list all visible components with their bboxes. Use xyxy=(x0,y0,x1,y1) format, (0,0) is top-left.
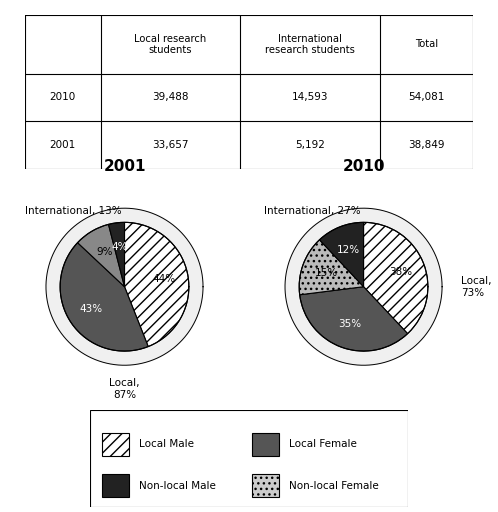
Wedge shape xyxy=(364,222,428,334)
Text: Local research
students: Local research students xyxy=(134,34,207,55)
FancyBboxPatch shape xyxy=(103,474,129,497)
Text: 44%: 44% xyxy=(152,274,175,284)
Text: 43%: 43% xyxy=(80,304,103,314)
Text: 33,657: 33,657 xyxy=(152,140,189,150)
Text: 2001: 2001 xyxy=(50,140,76,150)
Text: 4%: 4% xyxy=(111,242,128,252)
Text: 39,488: 39,488 xyxy=(152,93,189,102)
Text: Non-local Male: Non-local Male xyxy=(139,481,216,490)
Text: International, 27%: International, 27% xyxy=(264,206,361,216)
Polygon shape xyxy=(46,208,203,365)
Title: 2010: 2010 xyxy=(342,159,385,174)
Text: 38,849: 38,849 xyxy=(408,140,445,150)
Text: 2010: 2010 xyxy=(50,93,76,102)
Text: Local,
73%: Local, 73% xyxy=(461,276,492,297)
Text: Non-local Female: Non-local Female xyxy=(289,481,378,490)
Wedge shape xyxy=(299,240,364,295)
Text: Local,
87%: Local, 87% xyxy=(109,378,140,400)
Text: 14,593: 14,593 xyxy=(292,93,328,102)
Title: 2001: 2001 xyxy=(103,159,146,174)
Text: 5,192: 5,192 xyxy=(295,140,325,150)
Wedge shape xyxy=(320,222,364,287)
Wedge shape xyxy=(78,224,124,287)
Wedge shape xyxy=(109,222,124,287)
Text: Total: Total xyxy=(415,39,438,50)
FancyBboxPatch shape xyxy=(103,433,129,456)
Text: 35%: 35% xyxy=(339,319,362,329)
Wedge shape xyxy=(300,287,407,351)
Text: International
research students: International research students xyxy=(265,34,355,55)
Wedge shape xyxy=(124,222,189,347)
FancyBboxPatch shape xyxy=(252,474,279,497)
FancyBboxPatch shape xyxy=(90,410,408,507)
Text: 54,081: 54,081 xyxy=(408,93,445,102)
Text: Local Female: Local Female xyxy=(289,439,357,450)
FancyBboxPatch shape xyxy=(252,433,279,456)
Text: 15%: 15% xyxy=(314,268,338,278)
Text: Local Male: Local Male xyxy=(139,439,194,450)
Text: 38%: 38% xyxy=(389,267,412,277)
Polygon shape xyxy=(285,208,442,365)
Text: 12%: 12% xyxy=(337,245,361,254)
Text: International, 13%: International, 13% xyxy=(25,206,122,216)
Wedge shape xyxy=(60,243,148,351)
Text: 9%: 9% xyxy=(96,247,113,258)
